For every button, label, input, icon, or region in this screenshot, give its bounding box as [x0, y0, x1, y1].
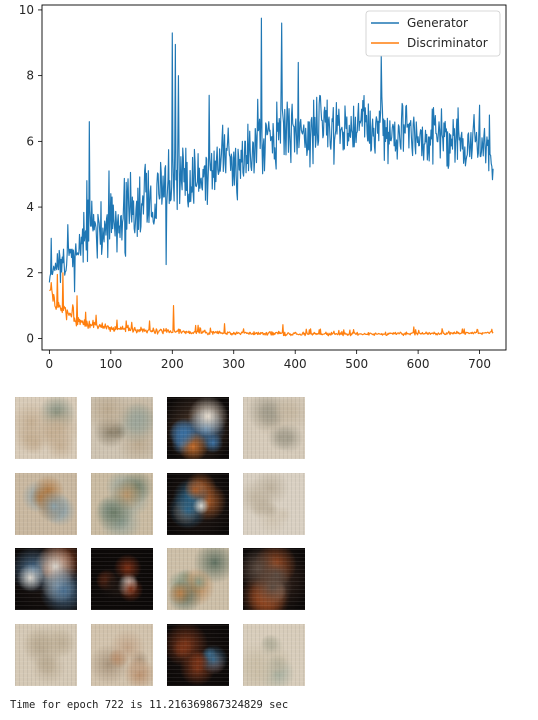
generated-image-thumbnail [167, 473, 229, 535]
image-texture [91, 624, 153, 686]
series-line-discriminator [49, 272, 494, 337]
x-tick-label: 700 [468, 357, 491, 371]
series-layer [48, 17, 494, 337]
generated-image-thumbnail [91, 473, 153, 535]
legend-box [365, 10, 501, 57]
generated-image-thumbnail [167, 624, 229, 686]
x-tick-label: 500 [345, 357, 368, 371]
y-tick-label: 6 [26, 134, 34, 148]
plot-frame [41, 4, 507, 351]
epoch-time-output: Time for epoch 722 is 11.216369867324829… [10, 699, 289, 711]
x-tick-label: 300 [222, 357, 245, 371]
generated-image-thumbnail [15, 397, 77, 459]
image-texture [15, 473, 77, 535]
image-texture [243, 548, 305, 610]
loss-chart: 0 100 200 300 400 500 600 700 0 2 4 6 8 10 Generator D… [19, 3, 507, 371]
x-tick-label: 600 [407, 357, 430, 371]
image-texture [167, 548, 229, 610]
image-texture [91, 397, 153, 459]
y-tick-label: 4 [26, 200, 34, 214]
generated-image-thumbnail [243, 548, 305, 610]
generated-images-grid [15, 397, 315, 697]
image-texture [91, 548, 153, 610]
x-tick-label: 400 [284, 357, 307, 371]
generated-image-thumbnail [243, 473, 305, 535]
image-texture [243, 624, 305, 686]
image-texture [167, 397, 229, 459]
plot-area [42, 5, 506, 350]
legend-label-discriminator: Discriminator [407, 36, 488, 50]
y-tick-label: 2 [26, 266, 34, 280]
image-texture [91, 473, 153, 535]
image-texture [243, 473, 305, 535]
image-texture [15, 624, 77, 686]
tick-layer: 0 100 200 300 400 500 600 700 0 2 4 6 8 10 [19, 3, 491, 371]
y-tick-label: 8 [26, 69, 34, 83]
legend-label-generator: Generator [407, 16, 468, 30]
generated-image-thumbnail [91, 548, 153, 610]
generated-image-thumbnail [91, 397, 153, 459]
image-texture [15, 397, 77, 459]
generated-image-thumbnail [91, 624, 153, 686]
image-texture [167, 624, 229, 686]
generated-image-thumbnail [243, 397, 305, 459]
series-line-generator [48, 17, 494, 293]
generated-image-thumbnail [15, 548, 77, 610]
image-texture [15, 548, 77, 610]
x-tick-label: 200 [161, 357, 184, 371]
x-tick-label: 0 [46, 357, 54, 371]
x-tick-label: 100 [99, 357, 122, 371]
legend: Generator Discriminator [365, 10, 501, 57]
generated-image-thumbnail [167, 397, 229, 459]
y-tick-label: 10 [19, 3, 34, 17]
generated-image-thumbnail [167, 548, 229, 610]
generated-image-thumbnail [15, 624, 77, 686]
image-texture [167, 473, 229, 535]
y-tick-label: 0 [26, 332, 34, 346]
image-texture [243, 397, 305, 459]
generated-image-thumbnail [243, 624, 305, 686]
generated-image-thumbnail [15, 473, 77, 535]
